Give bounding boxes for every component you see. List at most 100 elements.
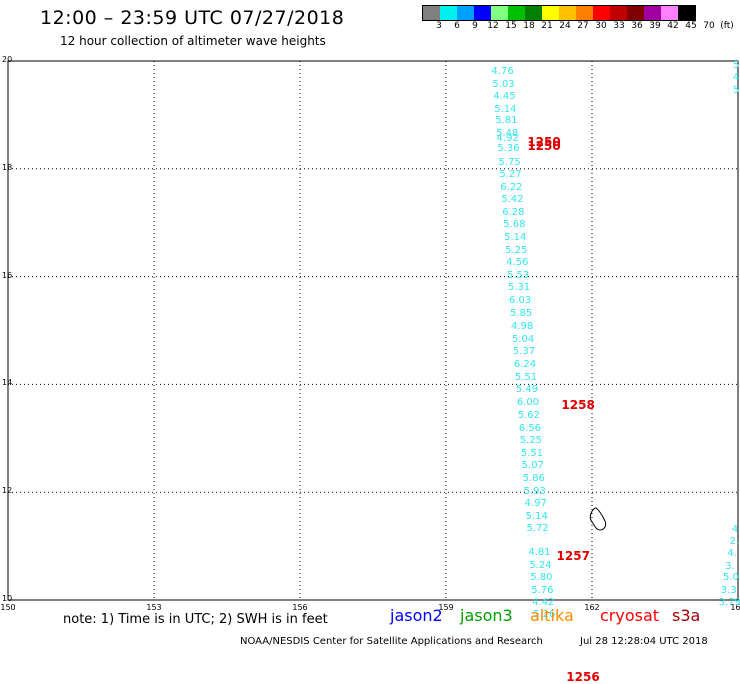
y-tick-label: 14: [2, 378, 13, 388]
y-tick-label: 18: [2, 162, 13, 172]
legend-label: 3: [436, 21, 442, 31]
legend-swatch: [644, 6, 661, 20]
wave-height-value: 6.24: [513, 358, 537, 370]
wave-height-value: 5.31: [508, 282, 531, 294]
legend-label: 36: [631, 21, 643, 31]
wave-height-value: 4.81: [528, 547, 551, 559]
legend-swatch: [610, 6, 627, 20]
map-frame: [7, 60, 739, 601]
wave-height-value: 5.25: [505, 244, 528, 256]
x-tick-label: 156: [292, 603, 308, 612]
wave-height-value: 4.42: [532, 596, 555, 608]
wave-height-value: 5.07: [521, 460, 544, 472]
wave-height-value: 6.03: [508, 294, 532, 306]
x-tick-label: 150: [0, 603, 16, 612]
page-subtitle: 12 hour collection of altimeter wave hei…: [60, 34, 326, 48]
satellite-s3a: s3a: [672, 606, 701, 625]
wave-height-value: 5.76: [531, 584, 554, 596]
x-tick-label: 159: [438, 603, 454, 612]
wave-height-value: 4.56: [506, 257, 529, 269]
legend-label: 9: [472, 21, 478, 31]
color-legend: [422, 5, 696, 21]
wave-height-value: 5.62: [517, 409, 541, 421]
y-tick-label: 12: [2, 486, 13, 496]
map-canvas: [7, 60, 739, 601]
legend-swatch: [457, 6, 474, 20]
pass-number-label: 1258: [561, 398, 595, 413]
pass-number-label: 1256: [566, 669, 600, 684]
legend-label: 24: [559, 21, 571, 31]
wave-height-value: 3.79: [718, 596, 740, 608]
y-tick-label: 20: [2, 55, 13, 64]
wave-height-value: 5.75: [498, 157, 521, 169]
legend-label: 70: [703, 21, 715, 31]
legend-swatch: [491, 6, 508, 20]
legend-swatch: [576, 6, 593, 20]
satellite-altika: altika: [530, 606, 574, 625]
wave-height-value: 5.49: [515, 384, 539, 396]
wave-height-value: 4.97: [524, 498, 547, 510]
wave-height-value: 5.: [733, 60, 740, 72]
wave-height-value: 5.37: [512, 346, 536, 358]
legend-label: 15: [505, 21, 517, 31]
legend-swatch: [678, 6, 695, 20]
footer-timestamp: Jul 28 12:28:04 UTC 2018: [580, 636, 708, 647]
wave-height-value: 5.93: [523, 485, 546, 497]
legend-label: 12: [487, 21, 499, 31]
legend-label: 6: [454, 21, 460, 31]
wave-height-value: 5.51: [520, 447, 543, 459]
island-outline: [589, 507, 607, 531]
legend-swatch: [423, 6, 440, 20]
legend-swatch: [508, 6, 525, 20]
legend-label: 27: [577, 21, 589, 31]
legend-label: (ft): [720, 21, 734, 31]
legend-label: 42: [667, 21, 679, 31]
wave-height-value: 5.03: [492, 79, 515, 91]
wave-height-value: 6.56: [518, 422, 542, 434]
legend-label: 21: [541, 21, 553, 31]
wave-height-value: 5.: [733, 84, 740, 96]
legend-label: 39: [649, 21, 661, 31]
wave-height-value: 4.76: [491, 66, 514, 78]
satellite-jason2: jason2: [390, 606, 443, 625]
legend-swatch: [661, 6, 678, 20]
wave-height-value: 4: [731, 523, 739, 535]
footer-note: note: 1) Time is in UTC; 2) SWH is in fe…: [63, 612, 328, 627]
legend-swatch: [627, 6, 644, 20]
wave-height-value: 5.25: [519, 434, 542, 446]
wave-height-value: 5.80: [530, 572, 553, 584]
wave-height-value: 5.14: [504, 231, 527, 243]
x-tick-label: 153: [146, 603, 162, 612]
legend-swatch: [559, 6, 576, 20]
legend-label: 18: [523, 21, 535, 31]
wave-height-value: 5.04: [511, 333, 535, 345]
legend-swatch: [474, 6, 491, 20]
wave-height-value: 5.68: [503, 219, 526, 231]
wave-height-value: 6.28: [502, 206, 525, 218]
legend-label: 33: [613, 21, 625, 31]
legend-label: 30: [595, 21, 607, 31]
wave-height-value: 3.3: [720, 584, 737, 596]
wave-height-value: 4.: [727, 548, 737, 560]
legend-swatch: [525, 6, 542, 20]
wave-height-value: 5.26: [533, 609, 556, 621]
y-tick-label: 16: [2, 270, 13, 280]
legend-swatch: [593, 6, 610, 20]
satellite-jason3: jason3: [460, 606, 513, 625]
wave-height-value: 2.: [729, 535, 740, 547]
wave-height-value: 5.81: [495, 115, 518, 127]
wave-height-value: 4.98: [510, 320, 534, 332]
satellite-cryosat: cryosat: [600, 606, 660, 625]
map-grid: [8, 61, 738, 600]
wave-height-value: 5.36: [497, 143, 520, 155]
pass-number-label: 1250: [527, 134, 561, 149]
footer-credit: NOAA/NESDIS Center for Satellite Applica…: [240, 636, 543, 647]
wave-height-value: 4.45: [493, 91, 516, 103]
wave-height-value: 3.: [725, 560, 735, 572]
wave-height-value: 5.85: [509, 307, 533, 319]
page-title: 12:00 – 23:59 UTC 07/27/2018: [40, 7, 345, 29]
wave-height-value: 4.92: [496, 133, 519, 145]
wave-height-value: 5.0: [723, 572, 739, 584]
legend-label: 45: [685, 21, 697, 31]
wave-height-value: 5.72: [526, 523, 549, 535]
